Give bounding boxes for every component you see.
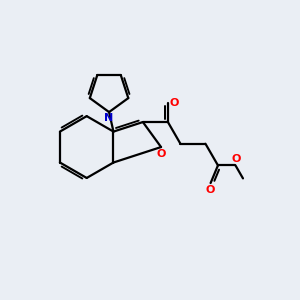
Text: O: O [170,98,179,108]
Text: O: O [206,184,215,194]
Text: N: N [104,113,114,123]
Text: O: O [231,154,241,164]
Text: O: O [156,149,166,159]
